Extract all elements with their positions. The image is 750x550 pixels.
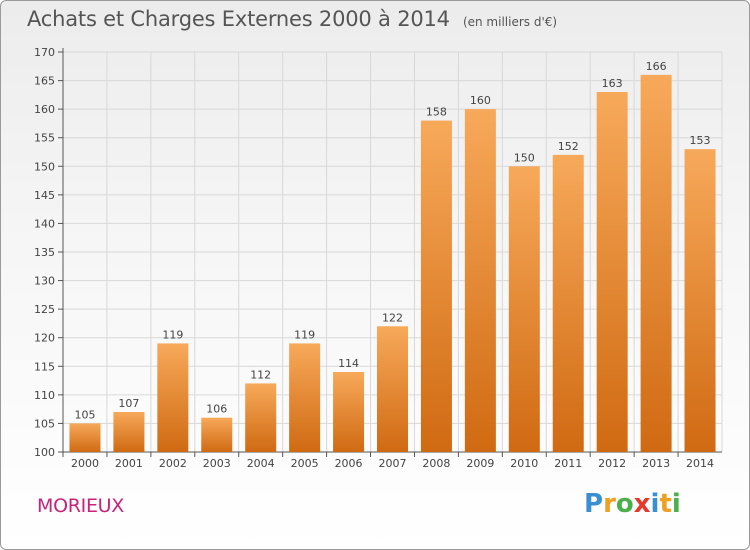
- bar: [420, 120, 452, 453]
- y-tick-label: 155: [34, 132, 55, 145]
- data-label: 105: [74, 408, 95, 421]
- data-label: 166: [646, 60, 667, 73]
- data-label: 158: [426, 106, 447, 119]
- x-tick-label: 2011: [554, 457, 582, 470]
- bar: [596, 92, 628, 452]
- chart-title: Achats et Charges Externes 2000 à 2014: [27, 7, 450, 31]
- data-label: 114: [338, 357, 359, 370]
- y-tick-label: 130: [34, 275, 55, 288]
- x-tick-label: 2008: [422, 457, 450, 470]
- x-tick-label: 2012: [598, 457, 626, 470]
- data-label: 163: [602, 77, 623, 90]
- y-tick-label: 160: [34, 103, 55, 116]
- logo-letter: i: [671, 489, 681, 519]
- y-tick-label: 150: [34, 160, 55, 173]
- bar: [684, 149, 716, 452]
- y-tick-label: 100: [34, 446, 55, 459]
- bar: [377, 326, 408, 452]
- bar: [464, 109, 496, 453]
- bar: [508, 166, 540, 453]
- x-tick-label: 2004: [247, 457, 275, 470]
- x-tick-label: 2007: [379, 457, 407, 470]
- x-tick-label: 2009: [466, 457, 494, 470]
- y-tick-label: 120: [34, 332, 55, 345]
- x-tick-label: 2003: [203, 457, 231, 470]
- y-tick-label: 165: [34, 75, 55, 88]
- logo-letter: t: [659, 489, 672, 519]
- bar: [113, 412, 145, 452]
- logo-letter: r: [603, 489, 616, 519]
- data-label: 106: [206, 403, 227, 416]
- x-tick-label: 2001: [115, 457, 143, 470]
- data-label: 112: [250, 368, 271, 381]
- x-tick-label: 2010: [510, 457, 538, 470]
- y-tick-label: 135: [34, 246, 55, 259]
- x-tick-label: 2006: [335, 457, 363, 470]
- y-tick-label: 125: [34, 303, 55, 316]
- bar: [289, 343, 321, 452]
- y-tick-label: 105: [34, 417, 55, 430]
- bar: [157, 343, 189, 452]
- x-tick-label: 2013: [642, 457, 670, 470]
- y-tick-label: 170: [34, 46, 55, 59]
- y-tick-label: 115: [34, 360, 55, 373]
- x-tick-label: 2005: [291, 457, 319, 470]
- data-label: 160: [470, 94, 491, 107]
- data-label: 119: [294, 328, 315, 341]
- bar: [333, 372, 365, 452]
- bars: [69, 74, 716, 453]
- logo-letter: o: [615, 489, 634, 519]
- logo-letter: i: [650, 489, 660, 519]
- data-label: 122: [382, 311, 403, 324]
- x-tick-label: 2002: [159, 457, 187, 470]
- logo-letter: P: [584, 489, 604, 519]
- bar: [640, 74, 672, 452]
- title-row: Achats et Charges Externes 2000 à 2014 (…: [27, 7, 557, 31]
- data-label: 119: [162, 328, 183, 341]
- proxiti-logo: Proxiti: [584, 489, 681, 519]
- y-tick-label: 110: [34, 389, 55, 402]
- data-label: 152: [558, 140, 579, 153]
- logo-letter: x: [633, 489, 651, 519]
- x-tick-label: 2000: [71, 457, 99, 470]
- bar: [552, 154, 584, 452]
- bar: [69, 423, 101, 452]
- data-labels: 105 107 119 106 112 119 114 122 158 160 150 152 163 1…: [74, 60, 710, 422]
- bar: [245, 383, 277, 452]
- data-label: 107: [118, 397, 139, 410]
- data-label: 153: [690, 134, 711, 147]
- commune-name: MORIEUX: [37, 495, 124, 517]
- bar: [201, 417, 233, 452]
- data-label: 150: [514, 151, 535, 164]
- x-tick-label: 2014: [686, 457, 714, 470]
- chart-subtitle: (en milliers d'€): [462, 15, 558, 29]
- y-tick-label: 140: [34, 217, 55, 230]
- y-tick-label: 145: [34, 189, 55, 202]
